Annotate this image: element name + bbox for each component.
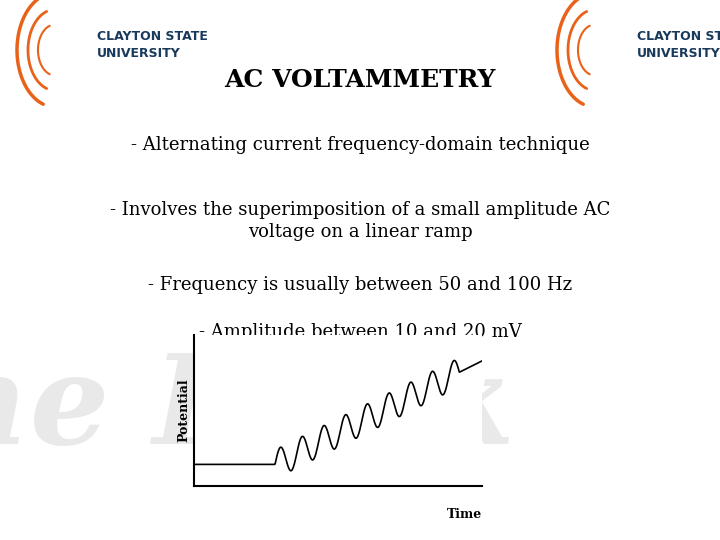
Text: - Alternating current frequency-domain technique: - Alternating current frequency-domain t… — [130, 136, 590, 154]
Text: AC VOLTAMMETRY: AC VOLTAMMETRY — [225, 68, 495, 92]
Text: Time: Time — [447, 508, 482, 521]
Text: - Involves the superimposition of a small amplitude AC: - Involves the superimposition of a smal… — [110, 201, 610, 219]
Text: voltage on a linear ramp: voltage on a linear ramp — [248, 223, 472, 241]
Text: The Duck: The Duck — [0, 349, 514, 471]
Text: - Frequency is usually between 50 and 100 Hz: - Frequency is usually between 50 and 10… — [148, 276, 572, 294]
Text: CLAYTON STATE
UNIVERSITY: CLAYTON STATE UNIVERSITY — [637, 30, 720, 60]
Text: - Amplitude between 10 and 20 mV: - Amplitude between 10 and 20 mV — [199, 323, 521, 341]
Y-axis label: Potential: Potential — [177, 379, 190, 442]
Text: CLAYTON STATE
UNIVERSITY: CLAYTON STATE UNIVERSITY — [97, 30, 208, 60]
